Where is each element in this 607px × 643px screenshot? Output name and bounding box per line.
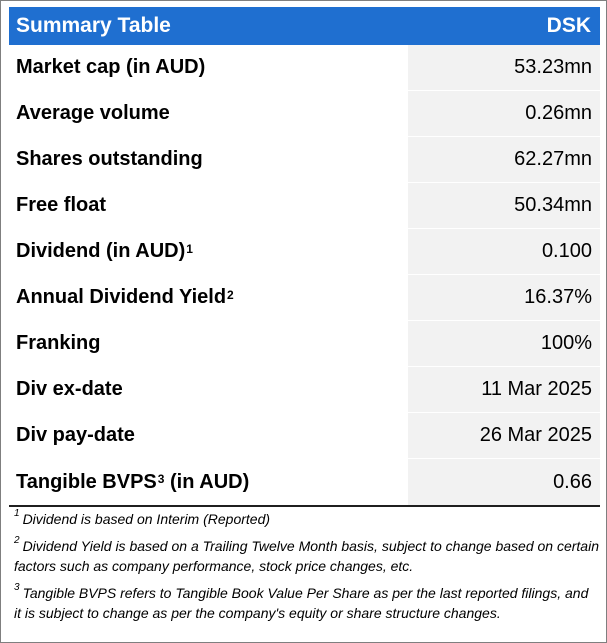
table-header: Summary Table DSK <box>9 7 600 45</box>
table-row: Free float 50.34mn <box>9 183 600 229</box>
row-label: Franking <box>16 332 101 354</box>
row-value: 0.66 <box>408 459 600 505</box>
table-row: Shares outstanding 62.27mn <box>9 137 600 183</box>
table-row: Annual Dividend Yield 2 16.37% <box>9 275 600 321</box>
row-label: Dividend (in AUD) 1 <box>16 240 193 262</box>
row-value: 11 Mar 2025 <box>408 367 600 412</box>
table-title: Summary Table <box>16 14 171 37</box>
row-value: 53.23mn <box>408 45 600 90</box>
footnote-number: 2 <box>14 535 20 547</box>
row-value: 0.100 <box>408 229 600 274</box>
table-row: Tangible BVPS 3 (in AUD) 0.66 <box>9 459 600 507</box>
footnote: 2 Dividend Yield is based on a Trailing T… <box>14 535 599 574</box>
table-row: Div pay-date 26 Mar 2025 <box>9 413 600 459</box>
table-row: Average volume 0.26mn <box>9 91 600 137</box>
footnotes: 1 Dividend is based on Interim (Reported)… <box>14 509 599 630</box>
row-label: Average volume <box>16 102 170 124</box>
row-label: Div ex-date <box>16 378 123 400</box>
row-value: 26 Mar 2025 <box>408 413 600 458</box>
table-row: Div ex-date 11 Mar 2025 <box>9 367 600 413</box>
footnote: 3 Tangible BVPS refers to Tangible Book V… <box>14 582 589 621</box>
table-row: Market cap (in AUD) 53.23mn <box>9 45 600 91</box>
row-value: 16.37% <box>408 275 600 320</box>
ticker-label: DSK <box>546 14 591 37</box>
row-label: Market cap (in AUD) <box>16 56 206 78</box>
row-label: Free float <box>16 194 107 216</box>
footnote-number: 3 <box>14 582 20 594</box>
row-value: 100% <box>408 321 600 366</box>
row-label: Div pay-date <box>16 424 135 446</box>
row-value: 50.34mn <box>408 183 600 228</box>
table-row: Franking 100% <box>9 321 600 367</box>
footnote: 1 Dividend is based on Interim (Reported) <box>14 508 271 527</box>
footnote-number: 1 <box>14 508 20 520</box>
table-body: Market cap (in AUD) 53.23mn Average volu… <box>9 45 600 507</box>
row-value: 0.26mn <box>408 91 600 136</box>
table-row: Dividend (in AUD) 1 0.100 <box>9 229 600 275</box>
row-label: Annual Dividend Yield 2 <box>16 286 234 308</box>
row-label: Tangible BVPS 3 (in AUD) <box>16 470 250 493</box>
row-label: Shares outstanding <box>16 148 203 170</box>
row-value: 62.27mn <box>408 137 600 182</box>
